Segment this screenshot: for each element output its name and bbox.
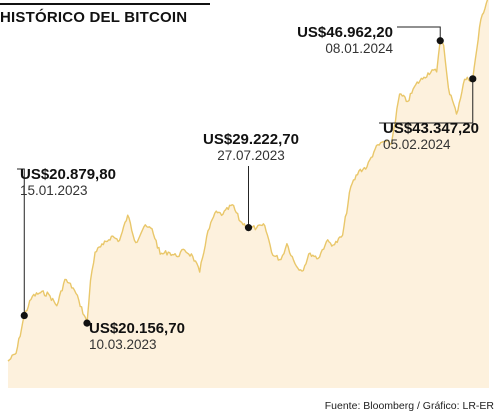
annotation-value: US$43.347,20: [383, 120, 479, 137]
annotation-date: 08.01.2024: [325, 41, 393, 56]
price-area: [8, 0, 489, 388]
annotation-marker: [244, 224, 253, 232]
chart-title: HISTÓRICO DEL BITCOIN: [0, 9, 188, 26]
annotation-marker: [20, 311, 28, 320]
annotation-date: 05.02.2024: [383, 137, 451, 152]
annotation-marker: [469, 75, 477, 83]
annotation-leader: [397, 26, 441, 41]
annotation-value: US$46.962,20: [297, 24, 393, 41]
source-note: Fuente: Bloomberg / Gráfico: LR-ER: [324, 400, 494, 412]
annotation-value: US$20.879,80: [20, 166, 116, 183]
annotation-marker: [83, 319, 91, 327]
annotation-value: US$29.222,70: [203, 131, 299, 148]
annotation-date: 27.07.2023: [217, 148, 285, 163]
annotation-value: US$20.156,70: [89, 320, 185, 337]
title-rule: [0, 3, 210, 5]
annotation-leader: [17, 168, 25, 316]
annotation-date: 15.01.2023: [20, 183, 88, 198]
annotation-leader: [379, 78, 474, 124]
annotation-marker: [436, 37, 444, 45]
annotation-date: 10.03.2023: [89, 337, 157, 352]
